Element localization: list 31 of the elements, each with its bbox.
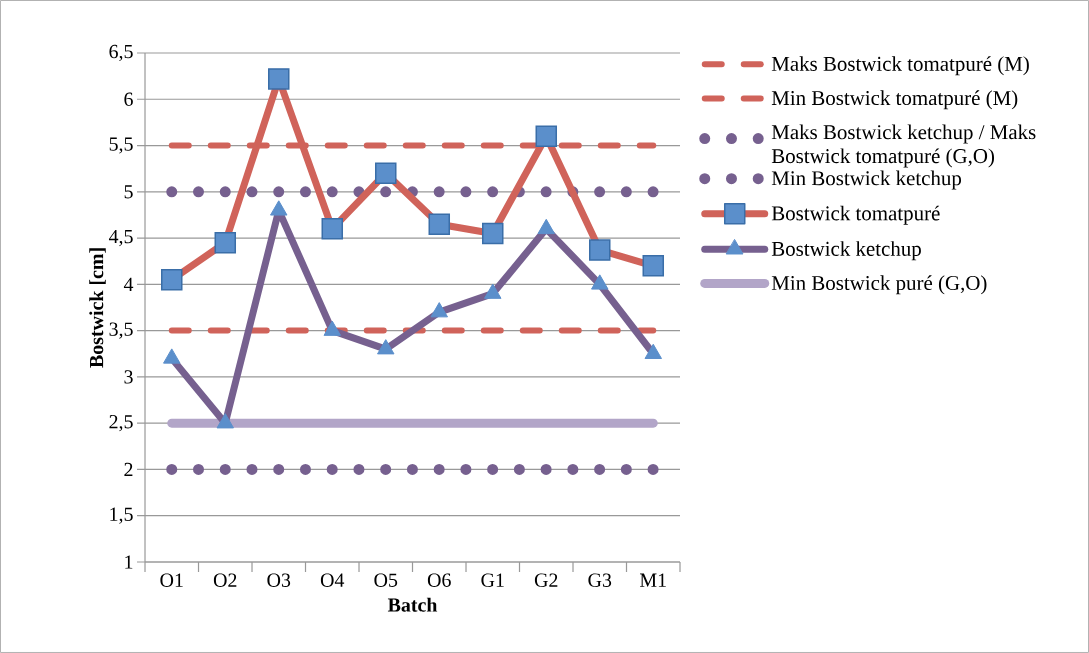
legend-label: Min Bostwick ketchup xyxy=(771,170,962,190)
x-tick-label: G1 xyxy=(481,573,504,587)
y-tick-label: 1,5 xyxy=(110,507,133,524)
y-tick-label: 4 xyxy=(123,277,134,291)
legend-label: Min Bostwick tomatpuré (M) xyxy=(771,90,1018,110)
legend-label: Maks Bostwick tomatpuré (M) xyxy=(771,56,1029,76)
y-tick-label: 2,5 xyxy=(109,415,133,432)
x-tick-label: O3 xyxy=(267,573,291,587)
x-tick-label: G2 xyxy=(534,573,558,587)
y-axis-title: Bostwick [cm] xyxy=(89,248,106,368)
legend-label: Min Bostwick puré (G,O) xyxy=(771,275,987,295)
y-tick-label: 6,5 xyxy=(109,44,133,62)
y-tick-label: 1 xyxy=(125,555,133,569)
legend-label: Bostwick tomatpuré xyxy=(771,205,940,225)
y-tick-label: 5,5 xyxy=(109,137,133,154)
y-tick-label: 5 xyxy=(124,185,133,199)
x-axis-title: Batch xyxy=(387,597,438,612)
x-tick-label: M1 xyxy=(640,573,666,587)
x-tick-label: O5 xyxy=(374,573,398,587)
x-tick-label: O4 xyxy=(320,573,345,587)
y-tick-label: 4,5 xyxy=(108,229,133,247)
legend-label: Maks Bostwick ketchup / Maks Bostwick tomatpuré (G,O) xyxy=(771,124,1036,168)
y-tick-label: 6 xyxy=(124,92,133,106)
x-tick-label: O1 xyxy=(160,573,183,587)
x-tick-label: G3 xyxy=(588,573,612,587)
y-tick-label: 2 xyxy=(124,462,133,477)
y-tick-label: 3 xyxy=(124,370,133,384)
legend-label: Bostwick ketchup xyxy=(771,241,921,261)
y-tick-label: 3,5 xyxy=(109,322,133,339)
x-tick-label: O6 xyxy=(427,573,451,587)
x-tick-label: O2 xyxy=(213,573,237,587)
